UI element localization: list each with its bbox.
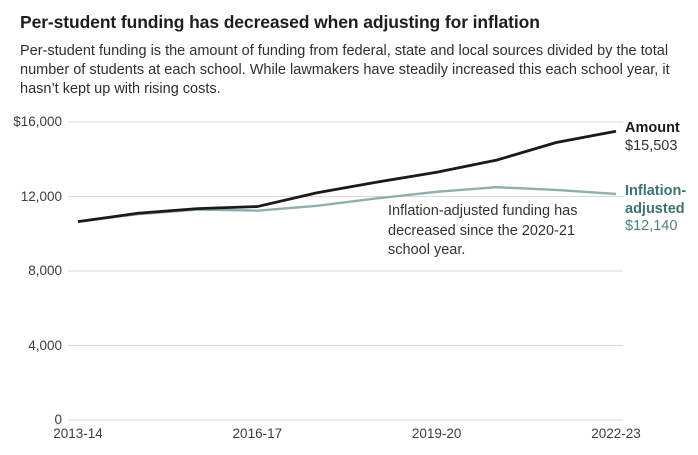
y-axis-label: 12,000: [20, 188, 62, 204]
y-axis-label: 8,000: [28, 263, 62, 278]
x-axis-label: 2013-14: [53, 426, 103, 441]
y-axis-label: 4,000: [28, 337, 62, 353]
series-label-amount: Amount $15,503: [625, 120, 680, 155]
inflation-adjusted-value: $12,140: [625, 218, 678, 234]
x-axis-label: 2022-23: [591, 426, 641, 441]
page-subtitle: Per-student funding is the amount of fun…: [20, 43, 670, 97]
y-axis-label: 0: [54, 412, 62, 427]
y-axis-label: $16,000: [13, 114, 62, 129]
amount-line: [77, 129, 617, 224]
x-axis-label: 2019-20: [411, 426, 462, 441]
x-axis-label: 2016-17: [232, 426, 283, 441]
amount-label: Amount: [625, 120, 680, 136]
series-label-inflation-adjusted: Inflation-adjusted $12,140: [625, 183, 697, 236]
amount-value: $15,503: [625, 137, 678, 154]
inflation-adjusted-label: Inflation-adjusted: [625, 183, 687, 217]
annotation-note: Inflation-adjusted funding has decreased…: [388, 203, 578, 258]
page-title: Per-student funding has decreased when a…: [20, 12, 540, 32]
